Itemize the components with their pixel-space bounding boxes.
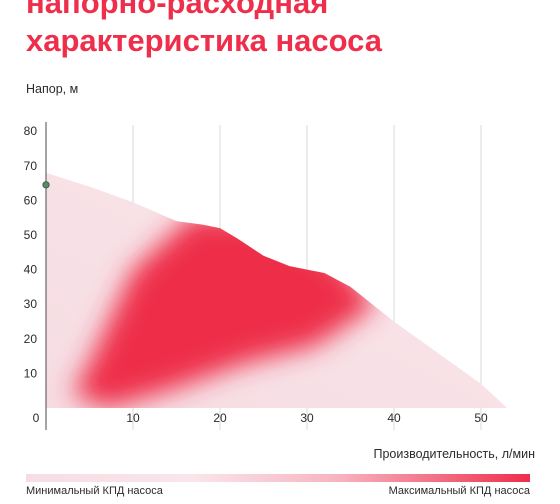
title-line-1: напорно-расходная [26, 0, 329, 20]
x-tick-40: 40 [387, 411, 401, 425]
y-tick-labels: 10 20 30 40 50 60 70 80 [24, 124, 38, 380]
efficiency-legend-bar [26, 474, 530, 482]
y-tick-20: 20 [24, 332, 38, 346]
start-point-marker [42, 181, 50, 189]
legend-min-label: Минимальный КПД насоса [26, 485, 163, 497]
x-tick-0: 0 [33, 411, 40, 425]
x-tick-labels: 0 10 20 30 40 50 [33, 411, 488, 425]
y-axis-label: Напор, м [26, 82, 78, 96]
x-axis-label: Производительность, л/мин [373, 447, 535, 461]
x-tick-10: 10 [126, 411, 140, 425]
pump-curve-chart: 0 10 20 30 40 50 10 20 30 40 50 60 70 80 Напор, м Пр… [24, 82, 535, 461]
y-tick-40: 40 [24, 263, 38, 277]
x-tick-30: 30 [300, 411, 314, 425]
y-tick-10: 10 [24, 366, 38, 380]
y-tick-70: 70 [24, 159, 38, 173]
y-tick-80: 80 [24, 124, 38, 138]
y-tick-60: 60 [24, 193, 38, 207]
legend-max-label: Максимальный КПД насоса [388, 485, 530, 497]
y-tick-50: 50 [24, 228, 38, 242]
efficiency-area [46, 172, 508, 408]
title-line-2: характеристика насоса [26, 23, 383, 58]
x-tick-20: 20 [213, 411, 227, 425]
y-tick-30: 30 [24, 297, 38, 311]
x-tick-50: 50 [474, 411, 488, 425]
